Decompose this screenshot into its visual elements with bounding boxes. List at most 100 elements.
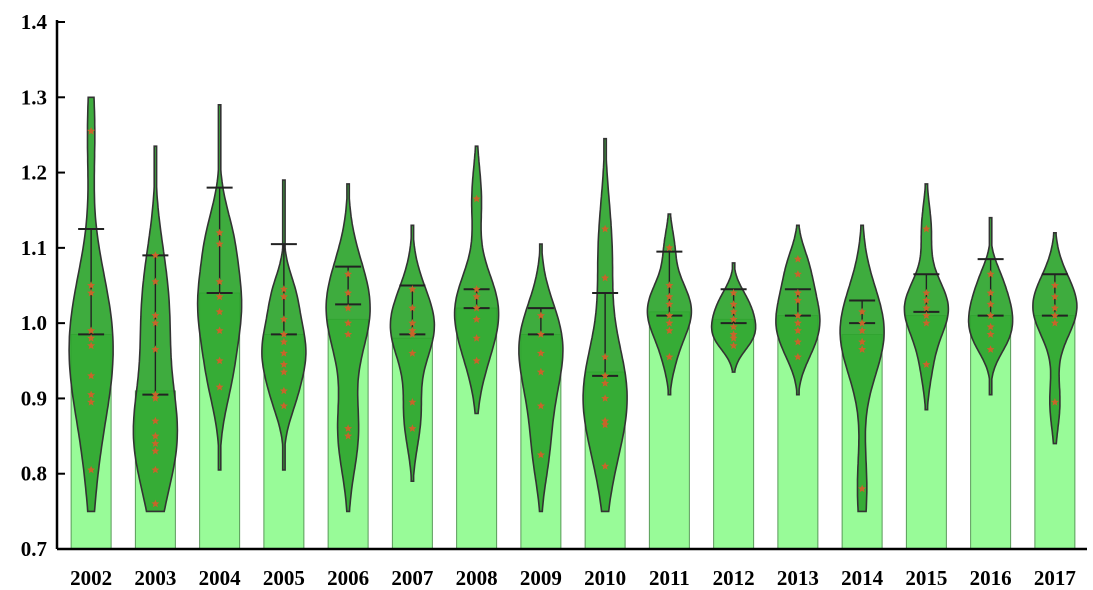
data-point-2004-3 xyxy=(215,292,224,301)
data-point-2008-5 xyxy=(472,334,481,342)
data-point-2013-7 xyxy=(793,337,802,346)
data-point-2009-1 xyxy=(536,330,545,338)
data-point-2003-12 xyxy=(151,499,160,508)
data-point-2011-6 xyxy=(665,326,674,335)
y-tick-label: 0.8 xyxy=(21,462,47,486)
data-point-2008-4 xyxy=(472,315,481,323)
data-point-2016-0 xyxy=(986,270,995,278)
y-tick-label: 1.1 xyxy=(21,236,47,260)
data-point-2017-0 xyxy=(1050,281,1059,289)
data-point-2010-8 xyxy=(601,462,610,470)
data-point-2002-8 xyxy=(87,398,96,406)
data-point-2009-5 xyxy=(536,450,545,459)
violin-2008 xyxy=(453,145,500,415)
data-point-2016-4 xyxy=(986,322,995,331)
data-point-2017-1 xyxy=(1050,292,1059,301)
data-point-2009-3 xyxy=(536,367,545,376)
x-tick-label: 2015 xyxy=(905,566,947,590)
data-point-2012-2 xyxy=(729,307,738,316)
data-point-2002-9 xyxy=(87,465,96,474)
data-point-2003-4 xyxy=(151,345,160,353)
data-point-2003-8 xyxy=(151,431,160,440)
data-point-2010-1 xyxy=(601,273,610,282)
data-point-2004-5 xyxy=(215,326,224,335)
data-point-2002-5 xyxy=(87,341,96,350)
data-point-2016-6 xyxy=(986,345,995,353)
data-point-2006-4 xyxy=(344,330,353,338)
data-point-2015-3 xyxy=(922,303,931,312)
x-tick-label: 2017 xyxy=(1034,566,1076,590)
data-point-2016-1 xyxy=(986,288,995,297)
data-point-2013-4 xyxy=(793,311,802,319)
data-point-2006-6 xyxy=(344,431,353,440)
data-point-2003-2 xyxy=(151,311,160,319)
data-point-2013-8 xyxy=(793,352,802,361)
data-point-2002-2 xyxy=(87,288,96,297)
data-point-2002-1 xyxy=(87,281,96,289)
data-point-2017-4 xyxy=(1050,318,1059,327)
violin-2017 xyxy=(1032,232,1078,445)
x-tick-label: 2005 xyxy=(263,566,305,590)
data-point-2002-7 xyxy=(87,390,96,399)
data-point-2008-1 xyxy=(472,285,481,293)
x-tick-label: 2013 xyxy=(777,566,819,590)
data-point-2005-8 xyxy=(279,386,288,395)
x-tick-label: 2003 xyxy=(134,566,176,590)
data-point-2005-1 xyxy=(279,292,288,301)
data-point-2015-4 xyxy=(922,311,931,319)
data-point-2003-11 xyxy=(151,465,160,474)
data-point-2007-1 xyxy=(408,303,417,312)
data-point-2012-4 xyxy=(729,322,738,331)
data-point-2014-1 xyxy=(858,318,867,327)
data-point-2012-3 xyxy=(729,315,738,323)
violins-layer xyxy=(68,96,1078,513)
data-point-2011-4 xyxy=(665,311,674,319)
data-point-2004-6 xyxy=(215,356,224,365)
data-point-2013-5 xyxy=(793,318,802,327)
x-tick-label: 2012 xyxy=(713,566,755,590)
data-point-2015-0 xyxy=(922,224,931,233)
data-point-2012-0 xyxy=(729,288,738,297)
y-tick-label: 1.0 xyxy=(21,311,47,335)
violin-2009 xyxy=(518,243,564,513)
data-point-2005-9 xyxy=(279,401,288,410)
data-point-2007-7 xyxy=(408,424,417,432)
data-point-2004-7 xyxy=(215,382,224,391)
data-point-2003-10 xyxy=(151,446,160,455)
data-point-2015-5 xyxy=(922,318,931,327)
data-point-2010-7 xyxy=(601,420,610,429)
data-point-2005-0 xyxy=(279,285,288,293)
x-tick-label: 2016 xyxy=(970,566,1012,590)
data-point-2008-6 xyxy=(472,356,481,365)
data-point-2013-6 xyxy=(793,326,802,335)
data-point-2016-5 xyxy=(986,330,995,338)
data-point-2010-0 xyxy=(601,224,610,233)
y-tick-label: 1.3 xyxy=(21,85,47,109)
data-point-2003-0 xyxy=(151,251,160,259)
x-tick-label: 2010 xyxy=(584,566,626,590)
data-point-2008-2 xyxy=(472,292,481,301)
data-point-2008-0 xyxy=(472,194,481,203)
data-point-2007-6 xyxy=(408,398,417,406)
data-point-2007-4 xyxy=(408,330,417,338)
data-point-2011-7 xyxy=(665,352,674,361)
data-point-2011-0 xyxy=(665,243,674,252)
x-tick-label: 2011 xyxy=(649,566,690,590)
data-point-2007-0 xyxy=(408,285,417,293)
data-point-2009-2 xyxy=(536,349,545,357)
data-point-2002-4 xyxy=(87,334,96,342)
data-point-2004-4 xyxy=(215,307,224,316)
data-point-2010-6 xyxy=(601,416,610,425)
data-point-2003-7 xyxy=(151,416,160,425)
data-point-2017-3 xyxy=(1050,311,1059,319)
data-point-2006-5 xyxy=(344,424,353,432)
x-tick-label: 2004 xyxy=(199,566,242,590)
data-point-2003-1 xyxy=(151,277,160,286)
y-tick-label: 0.9 xyxy=(21,386,47,410)
data-point-2002-0 xyxy=(87,127,96,135)
data-point-2010-2 xyxy=(601,352,610,361)
data-point-2007-5 xyxy=(408,349,417,357)
data-point-2015-1 xyxy=(922,288,931,297)
axes-layer: 0.7 0.8 0.9 1.0 1.1 1.2 1.3 1.4 2002 2003 2004 2005… xyxy=(21,10,1087,590)
data-point-2011-5 xyxy=(665,318,674,327)
